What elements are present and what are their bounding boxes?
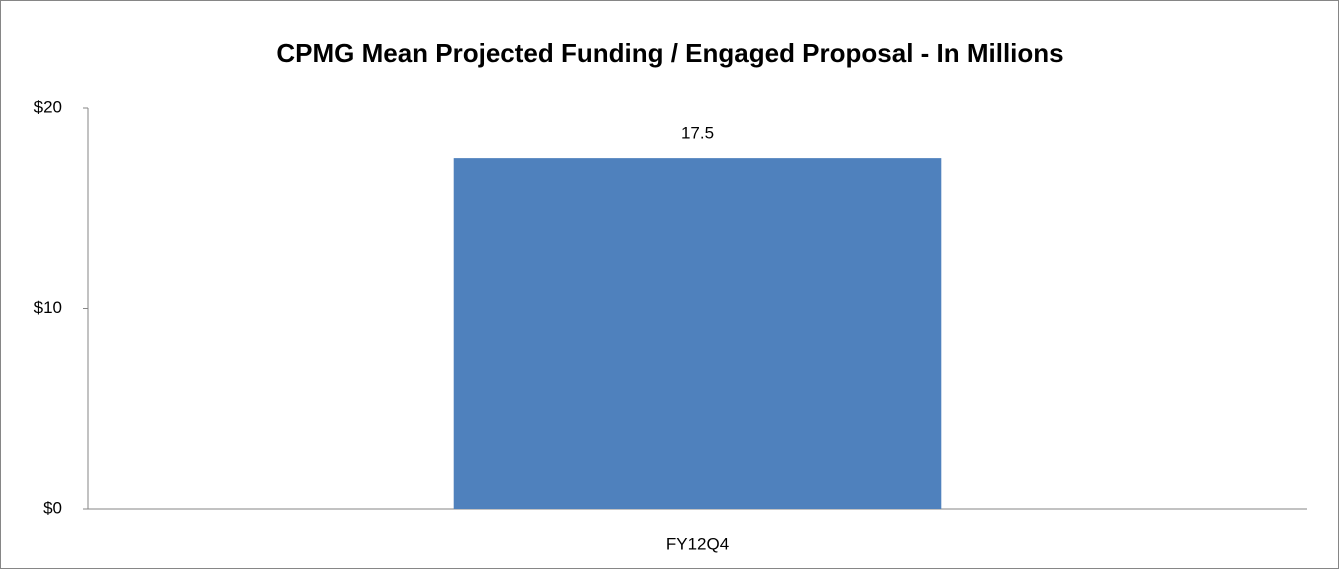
x-tick-label: FY12Q4 xyxy=(666,534,729,553)
y-tick-label: $10 xyxy=(34,298,62,317)
bar xyxy=(453,158,942,509)
data-label: 17.5 xyxy=(681,124,714,143)
chart-title: CPMG Mean Projected Funding / Engaged Pr… xyxy=(276,38,1063,68)
y-tick-label: $20 xyxy=(34,97,62,116)
y-tick-label: $0 xyxy=(43,498,62,517)
